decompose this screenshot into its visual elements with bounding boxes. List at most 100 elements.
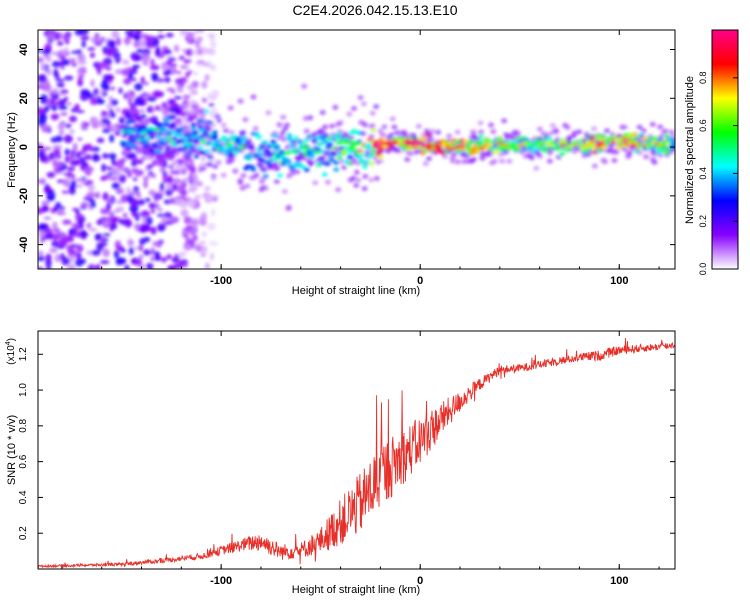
spectrogram-cell xyxy=(372,155,379,161)
spectrogram-cell xyxy=(89,97,98,106)
spectrogram-cell xyxy=(364,148,371,154)
spectrogram-cell xyxy=(289,169,296,175)
spectrogram-cell xyxy=(429,128,436,134)
spectrogram-cell xyxy=(341,164,348,170)
spectrogram-cell xyxy=(162,106,169,112)
spectrogram-cell xyxy=(56,245,65,249)
spectrogram-cell xyxy=(602,159,609,165)
spectrogram-cell xyxy=(129,138,136,143)
spectrogram-cell xyxy=(201,231,208,238)
spectrogram-cell xyxy=(130,259,136,263)
spectrogram-cell xyxy=(110,99,119,106)
spectrogram-cell xyxy=(270,140,277,145)
colorbar-tick-label: 0.6 xyxy=(698,119,708,132)
spectrogram-cell xyxy=(132,65,139,70)
spectrogram-cell xyxy=(185,177,190,182)
spectrogram-cell xyxy=(177,71,182,75)
spectrogram-cell xyxy=(174,197,184,206)
spectrogram-cell xyxy=(189,108,196,115)
spectrogram-cell xyxy=(195,183,203,187)
spectrogram-cell xyxy=(342,146,349,151)
spectrogram-cell xyxy=(43,216,52,220)
spectrogram-cell xyxy=(77,78,84,87)
spectrogram-cell xyxy=(133,223,140,230)
spectrogram-cell xyxy=(118,166,129,172)
spectrogram-cell xyxy=(38,85,44,89)
spectrogram-cell xyxy=(51,60,62,68)
spectrogram-cell xyxy=(221,135,228,140)
spectrogram-cell xyxy=(157,34,165,39)
spectrogram-cell xyxy=(108,111,116,118)
spectrogram-cell xyxy=(140,210,150,218)
spectrogram-cell xyxy=(205,125,212,131)
spectrogram-cell xyxy=(84,166,92,176)
spectrogram-cell xyxy=(142,139,149,144)
spectrogram-cell xyxy=(111,30,120,39)
spectrogram-cell xyxy=(201,97,208,103)
spectrogram-cell xyxy=(282,126,289,132)
spectrogram-cell xyxy=(165,189,173,196)
spectrogram-cell xyxy=(148,148,155,153)
spectrogram-cell xyxy=(166,149,173,155)
spectrogram-cell xyxy=(554,136,561,142)
spectrogram-cell xyxy=(370,128,377,133)
spectrogram-cell xyxy=(148,202,157,209)
spectrogram-cell xyxy=(319,136,326,141)
spectrogram-cell xyxy=(155,202,160,210)
snr-multiplier-base: (x10 xyxy=(6,345,17,365)
y-tick-label: -20 xyxy=(18,188,30,204)
spectrogram-cell xyxy=(180,191,185,195)
spectrogram-cell xyxy=(265,144,272,149)
spectrogram-cell xyxy=(536,126,543,132)
spectrogram-cell xyxy=(263,185,270,191)
spectrogram-cell xyxy=(373,176,380,182)
spectrogram-cell xyxy=(237,98,244,104)
spectrogram-cell xyxy=(49,248,58,253)
spectrogram-cell xyxy=(150,58,155,67)
spectrogram-cell xyxy=(145,117,152,123)
spectrogram-cell xyxy=(369,110,376,116)
spectrogram-cell xyxy=(97,61,107,70)
spectrogram-cell xyxy=(131,155,138,161)
spectrogram-cell xyxy=(493,149,500,154)
spectrogram-cell xyxy=(181,48,187,53)
spectrogram-cell xyxy=(176,83,183,93)
spectrogram-cell xyxy=(150,209,156,214)
spectrogram-cell xyxy=(301,83,308,89)
spectrogram-cell xyxy=(211,89,220,97)
spectrogram-cell xyxy=(102,192,109,201)
spectrogram-cell xyxy=(381,124,388,130)
spectrogram-cell xyxy=(52,233,60,241)
spectrogram-cell xyxy=(354,141,362,146)
spectrogram-cell xyxy=(62,219,72,225)
spectrogram-cell xyxy=(362,174,369,180)
spectrogram-cell xyxy=(531,141,538,146)
spectrogram-cell xyxy=(222,128,229,134)
spectrogram-cell xyxy=(108,210,115,218)
spectrogram-cell xyxy=(198,240,206,245)
spectrogram-cell xyxy=(182,99,189,105)
spectrogram-cell xyxy=(477,142,484,147)
spectrogram-cell xyxy=(67,263,76,269)
spectrogram-cell xyxy=(180,65,187,69)
spectrogram-cell xyxy=(368,161,375,166)
spectrogram-cell xyxy=(143,236,151,243)
spectrogram-cell xyxy=(50,88,60,94)
spectrogram-cell xyxy=(147,173,152,178)
spectrogram-cell xyxy=(38,179,46,184)
spectrogram-cell xyxy=(84,154,92,161)
colorbar-ticks: 0.0 0.2 0.4 0.6 0.8 xyxy=(698,72,738,275)
spectrogram-cell xyxy=(165,32,174,38)
spectrogram-cell xyxy=(130,144,137,149)
spectrogram-cell xyxy=(629,143,637,147)
spectrogram-cell xyxy=(66,101,72,107)
spectrogram-cell xyxy=(167,175,173,183)
spectrogram-cell xyxy=(204,186,211,190)
spectrogram-cell xyxy=(273,178,280,184)
spectrogram-cell xyxy=(111,182,120,190)
spectrogram-cell xyxy=(75,154,81,159)
spectrogram-cell xyxy=(102,51,109,55)
spectrogram-cell xyxy=(128,240,135,245)
spectrogram-cell xyxy=(39,94,48,103)
spectrogram-cell xyxy=(296,162,303,167)
